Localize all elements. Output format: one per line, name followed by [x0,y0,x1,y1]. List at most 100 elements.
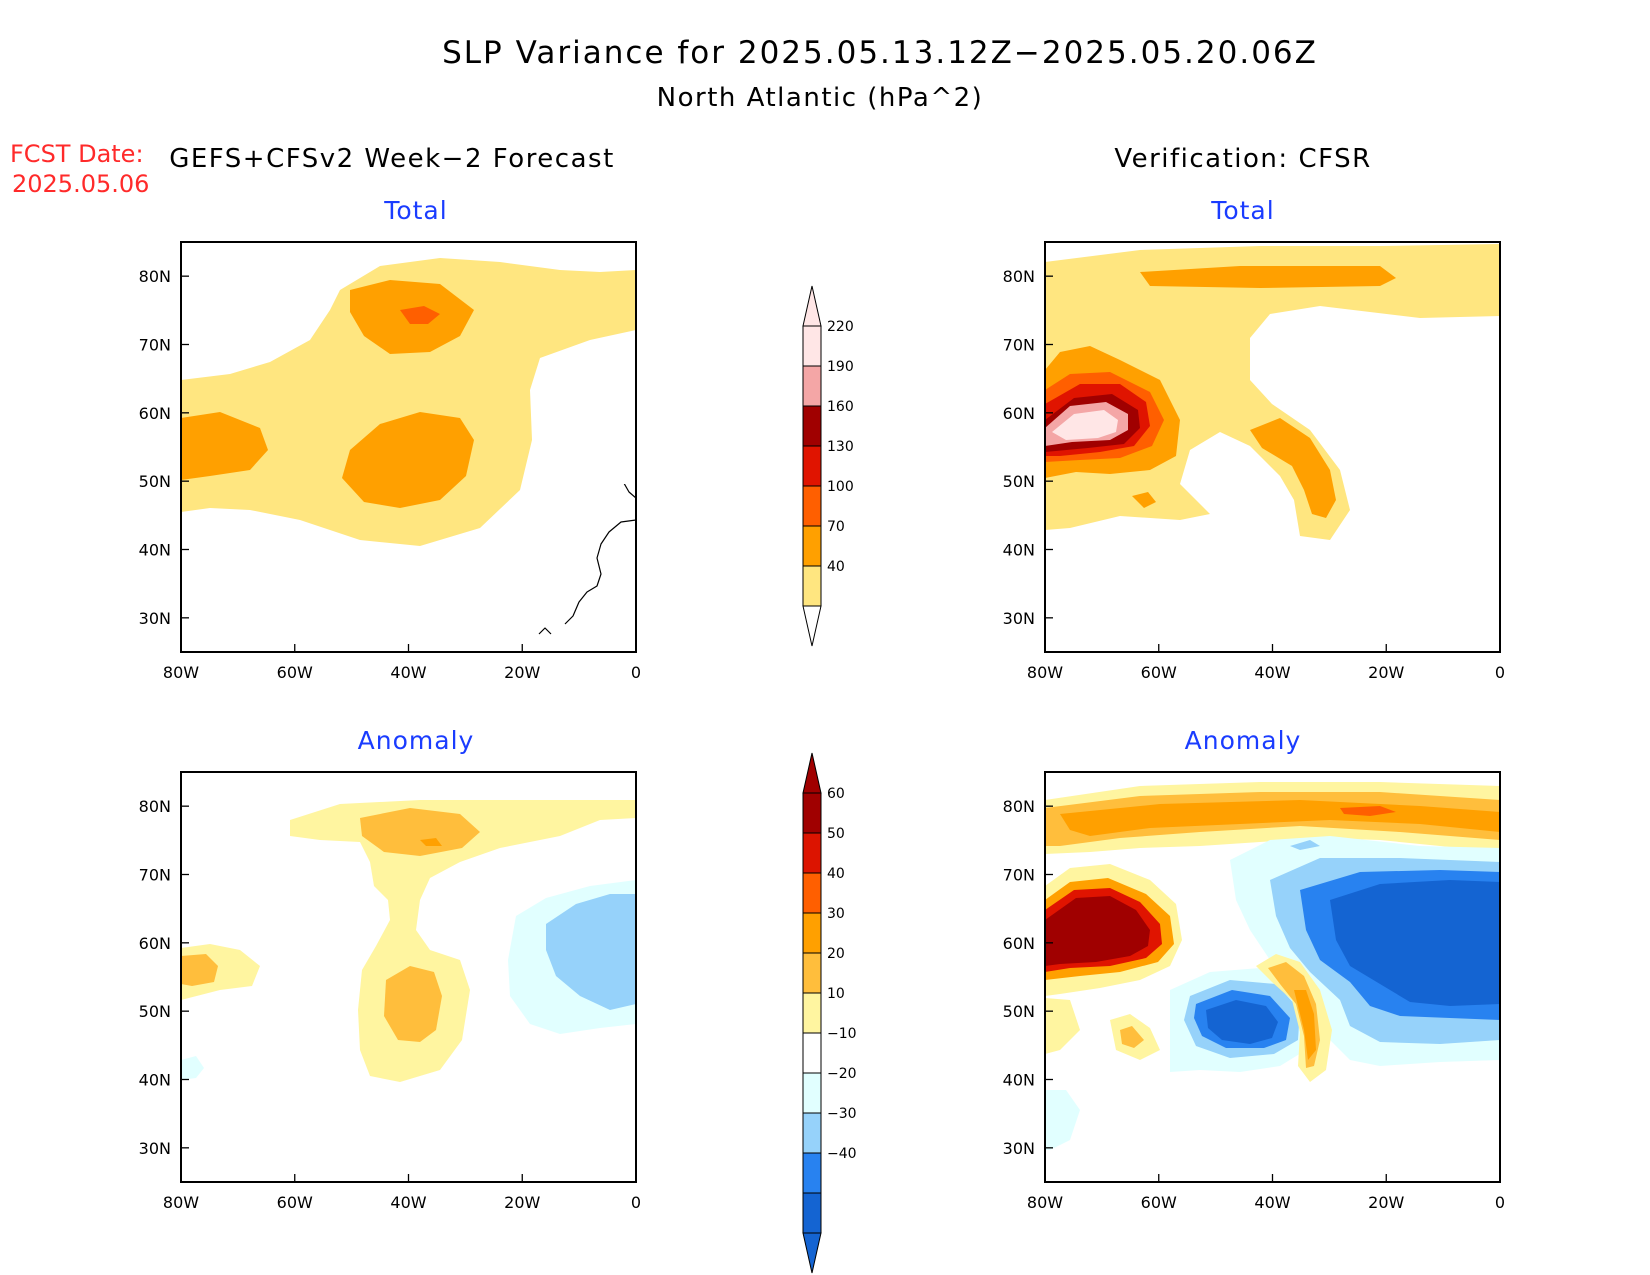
colorbar-extension-top [802,752,822,794]
verification-total-panel: Total 80W 60W 40W 20W 0 80N 70N 60N 50N 40N 30N [1003,196,1505,682]
lat-tick-label: 70N [1003,336,1035,355]
forecast-column-title: GEFS+CFSv2 Week−2 Forecast [169,144,615,174]
lon-tick-label: 60W [277,663,313,682]
lat-tick-label: 50N [139,1002,171,1021]
lat-tick-label: 80N [1003,267,1035,286]
lon-tick-label: 60W [1141,663,1177,682]
colorbar-tick-label: −10 [827,1026,857,1042]
lon-tick-label: 40W [1254,1193,1290,1212]
colorbar-swatch [802,1072,822,1114]
fcst-date-label: FCST Date: [10,140,144,168]
lon-tick-label: 20W [1368,663,1404,682]
colorbar-extension-top [802,285,822,327]
lat-tick-label: 30N [139,609,171,628]
panel-title: Anomaly [1185,726,1302,755]
lat-tick-label: 80N [139,797,171,816]
forecast-anomaly-panel: Anomaly 80W 60W 40W 20W 0 80N 70N 60N 50N 40N 30N [139,726,641,1212]
lon-tick-label: 20W [1368,1193,1404,1212]
lon-tick-label: 40W [390,663,426,682]
colorbar-extension-bottom [802,605,822,647]
contour-fill [1045,244,1500,540]
lat-tick-label: 50N [139,472,171,491]
colorbar-tick-label: 190 [827,359,854,375]
colorbar-swatch [802,912,822,954]
colorbar-swatch [802,1112,822,1154]
lon-tick-label: 80W [1027,663,1063,682]
lat-tick-label: 40N [1003,1071,1035,1090]
colorbar-swatch [802,485,822,527]
panel-title: Anomaly [358,726,475,755]
lat-tick-label: 60N [1003,934,1035,953]
colorbar-swatch [802,365,822,407]
colorbar-tick-label: 20 [827,946,845,962]
colorbar-tick-label: 40 [827,866,845,882]
lat-tick-label: 50N [1003,472,1035,491]
lon-tick-label: 0 [1495,1193,1505,1212]
fcst-date-value: 2025.05.06 [12,170,149,198]
lat-tick-label: 60N [139,934,171,953]
lon-ticks: 80W 60W 40W 20W 0 80N 70N 60N 50N 40N 30N [1003,267,1505,682]
colorbar-swatch [802,405,822,447]
anomaly-colorbar: 60 50 40 30 20 10 −10 −20 −30 −40 [802,752,857,1274]
figure-title: SLP Variance for 2025.05.13.12Z−2025.05.… [442,35,1318,71]
contour-fill [1045,782,1500,1150]
lat-tick-label: 70N [139,866,171,885]
colorbar-tick-label: 70 [827,519,845,535]
colorbar-tick-label: 100 [827,479,854,495]
verification-column-title: Verification: CFSR [1114,144,1371,174]
colorbar-tick-label: 220 [827,319,854,335]
colorbar-swatch [802,1192,822,1234]
lon-tick-label: 20W [504,1193,540,1212]
lon-tick-label: 60W [1141,1193,1177,1212]
contour-fill [181,800,636,1082]
lon-tick-label: 40W [1254,663,1290,682]
lat-tick-label: 60N [1003,404,1035,423]
colorbar-swatch [802,525,822,567]
lat-tick-label: 70N [1003,866,1035,885]
colorbar-tick-label: 30 [827,906,845,922]
lat-tick-label: 40N [1003,541,1035,560]
colorbar-extension-bottom [802,1232,822,1274]
contour-fill [181,258,636,546]
colorbar-swatch [802,1032,822,1074]
colorbar-tick-label: 160 [827,399,854,415]
colorbar-swatch [802,792,822,834]
colorbar-swatch [802,832,822,874]
colorbar-swatch [802,325,822,367]
panel-title: Total [383,196,447,225]
colorbar-swatch [802,445,822,487]
lon-tick-label: 20W [504,663,540,682]
panel-title: Total [1210,196,1274,225]
colorbar-tick-label: 60 [827,786,845,802]
lon-ticks: 80W 60W 40W 20W 0 80N 70N 60N 50N 40N 30N [139,267,641,682]
colorbar-tick-label: 130 [827,439,854,455]
lat-tick-label: 60N [139,404,171,423]
lon-tick-label: 0 [1495,663,1505,682]
lon-ticks: 80W 60W 40W 20W 0 80N 70N 60N 50N 40N 30N [1003,797,1505,1212]
lon-tick-label: 60W [277,1193,313,1212]
lon-tick-label: 80W [1027,1193,1063,1212]
forecast-total-panel: Total 80W 60W 40W 20W 0 80N 70N 60N 50N 40N 30N [139,196,641,682]
colorbar-swatch [802,952,822,994]
colorbar-tick-label: 50 [827,826,845,842]
lat-tick-label: 80N [1003,797,1035,816]
colorbar-tick-label: −40 [827,1146,857,1162]
lat-tick-label: 40N [139,1071,171,1090]
colorbar-swatch [802,1152,822,1194]
lat-tick-label: 30N [139,1139,171,1158]
colorbar-tick-label: −30 [827,1106,857,1122]
verification-anomaly-panel: Anomaly [1003,726,1505,1212]
lat-tick-label: 30N [1003,609,1035,628]
lon-tick-label: 40W [390,1193,426,1212]
lat-tick-label: 50N [1003,1002,1035,1021]
total-colorbar: 220 190 160 130 100 70 40 [802,285,854,647]
lon-tick-label: 0 [631,663,641,682]
colorbar-swatch [802,565,822,607]
colorbar-swatch [802,872,822,914]
lat-tick-label: 70N [139,336,171,355]
colorbar-tick-label: 40 [827,559,845,575]
colorbar-tick-label: −20 [827,1066,857,1082]
lon-tick-label: 80W [163,663,199,682]
lon-tick-label: 80W [163,1193,199,1212]
